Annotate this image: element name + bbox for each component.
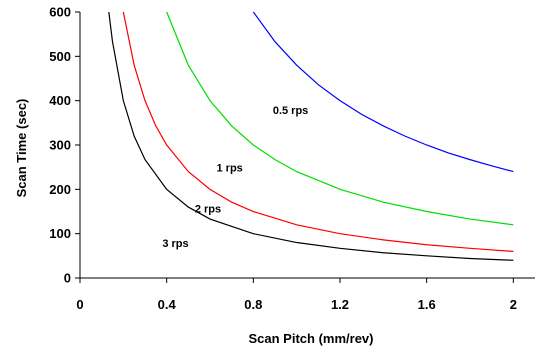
y-tick-label: 0: [64, 271, 71, 286]
x-tick-label: 0.4: [158, 297, 177, 312]
series-label: 0.5 rps: [273, 105, 308, 117]
y-tick-label: 300: [49, 138, 71, 153]
series-line: [252, 11, 514, 173]
x-axis-title: Scan Pitch (mm/rev): [249, 331, 374, 346]
y-tick-label: 100: [49, 226, 71, 241]
series-labels: 0.5 rps 1 rps 2 rps 3 rps: [162, 105, 308, 250]
y-tick-label: 400: [49, 93, 71, 108]
x-tick-label: 1.2: [331, 297, 349, 312]
series-lines: [108, 11, 514, 261]
tick-labels: 0 100 200 300 400 500 600 0 0.4 0.8 1.2 1.6 2: [49, 5, 517, 313]
series-line: [166, 11, 514, 226]
x-tick-label: 1.6: [418, 297, 436, 312]
series-label: 1 rps: [217, 163, 243, 175]
axes: [75, 11, 535, 283]
series-label: 3 rps: [162, 238, 188, 250]
y-tick-label: 500: [49, 49, 71, 64]
y-tick-label: 200: [49, 182, 71, 197]
y-tick-label: 600: [49, 5, 71, 20]
x-tick-label: 2: [510, 297, 517, 312]
series-line: [122, 11, 514, 252]
x-tick-label: 0: [76, 297, 83, 312]
series-line: [108, 11, 514, 261]
y-axis-title: Scan Time (sec): [14, 99, 29, 198]
x-tick-label: 0.8: [244, 297, 262, 312]
series-label: 2 rps: [195, 203, 221, 215]
